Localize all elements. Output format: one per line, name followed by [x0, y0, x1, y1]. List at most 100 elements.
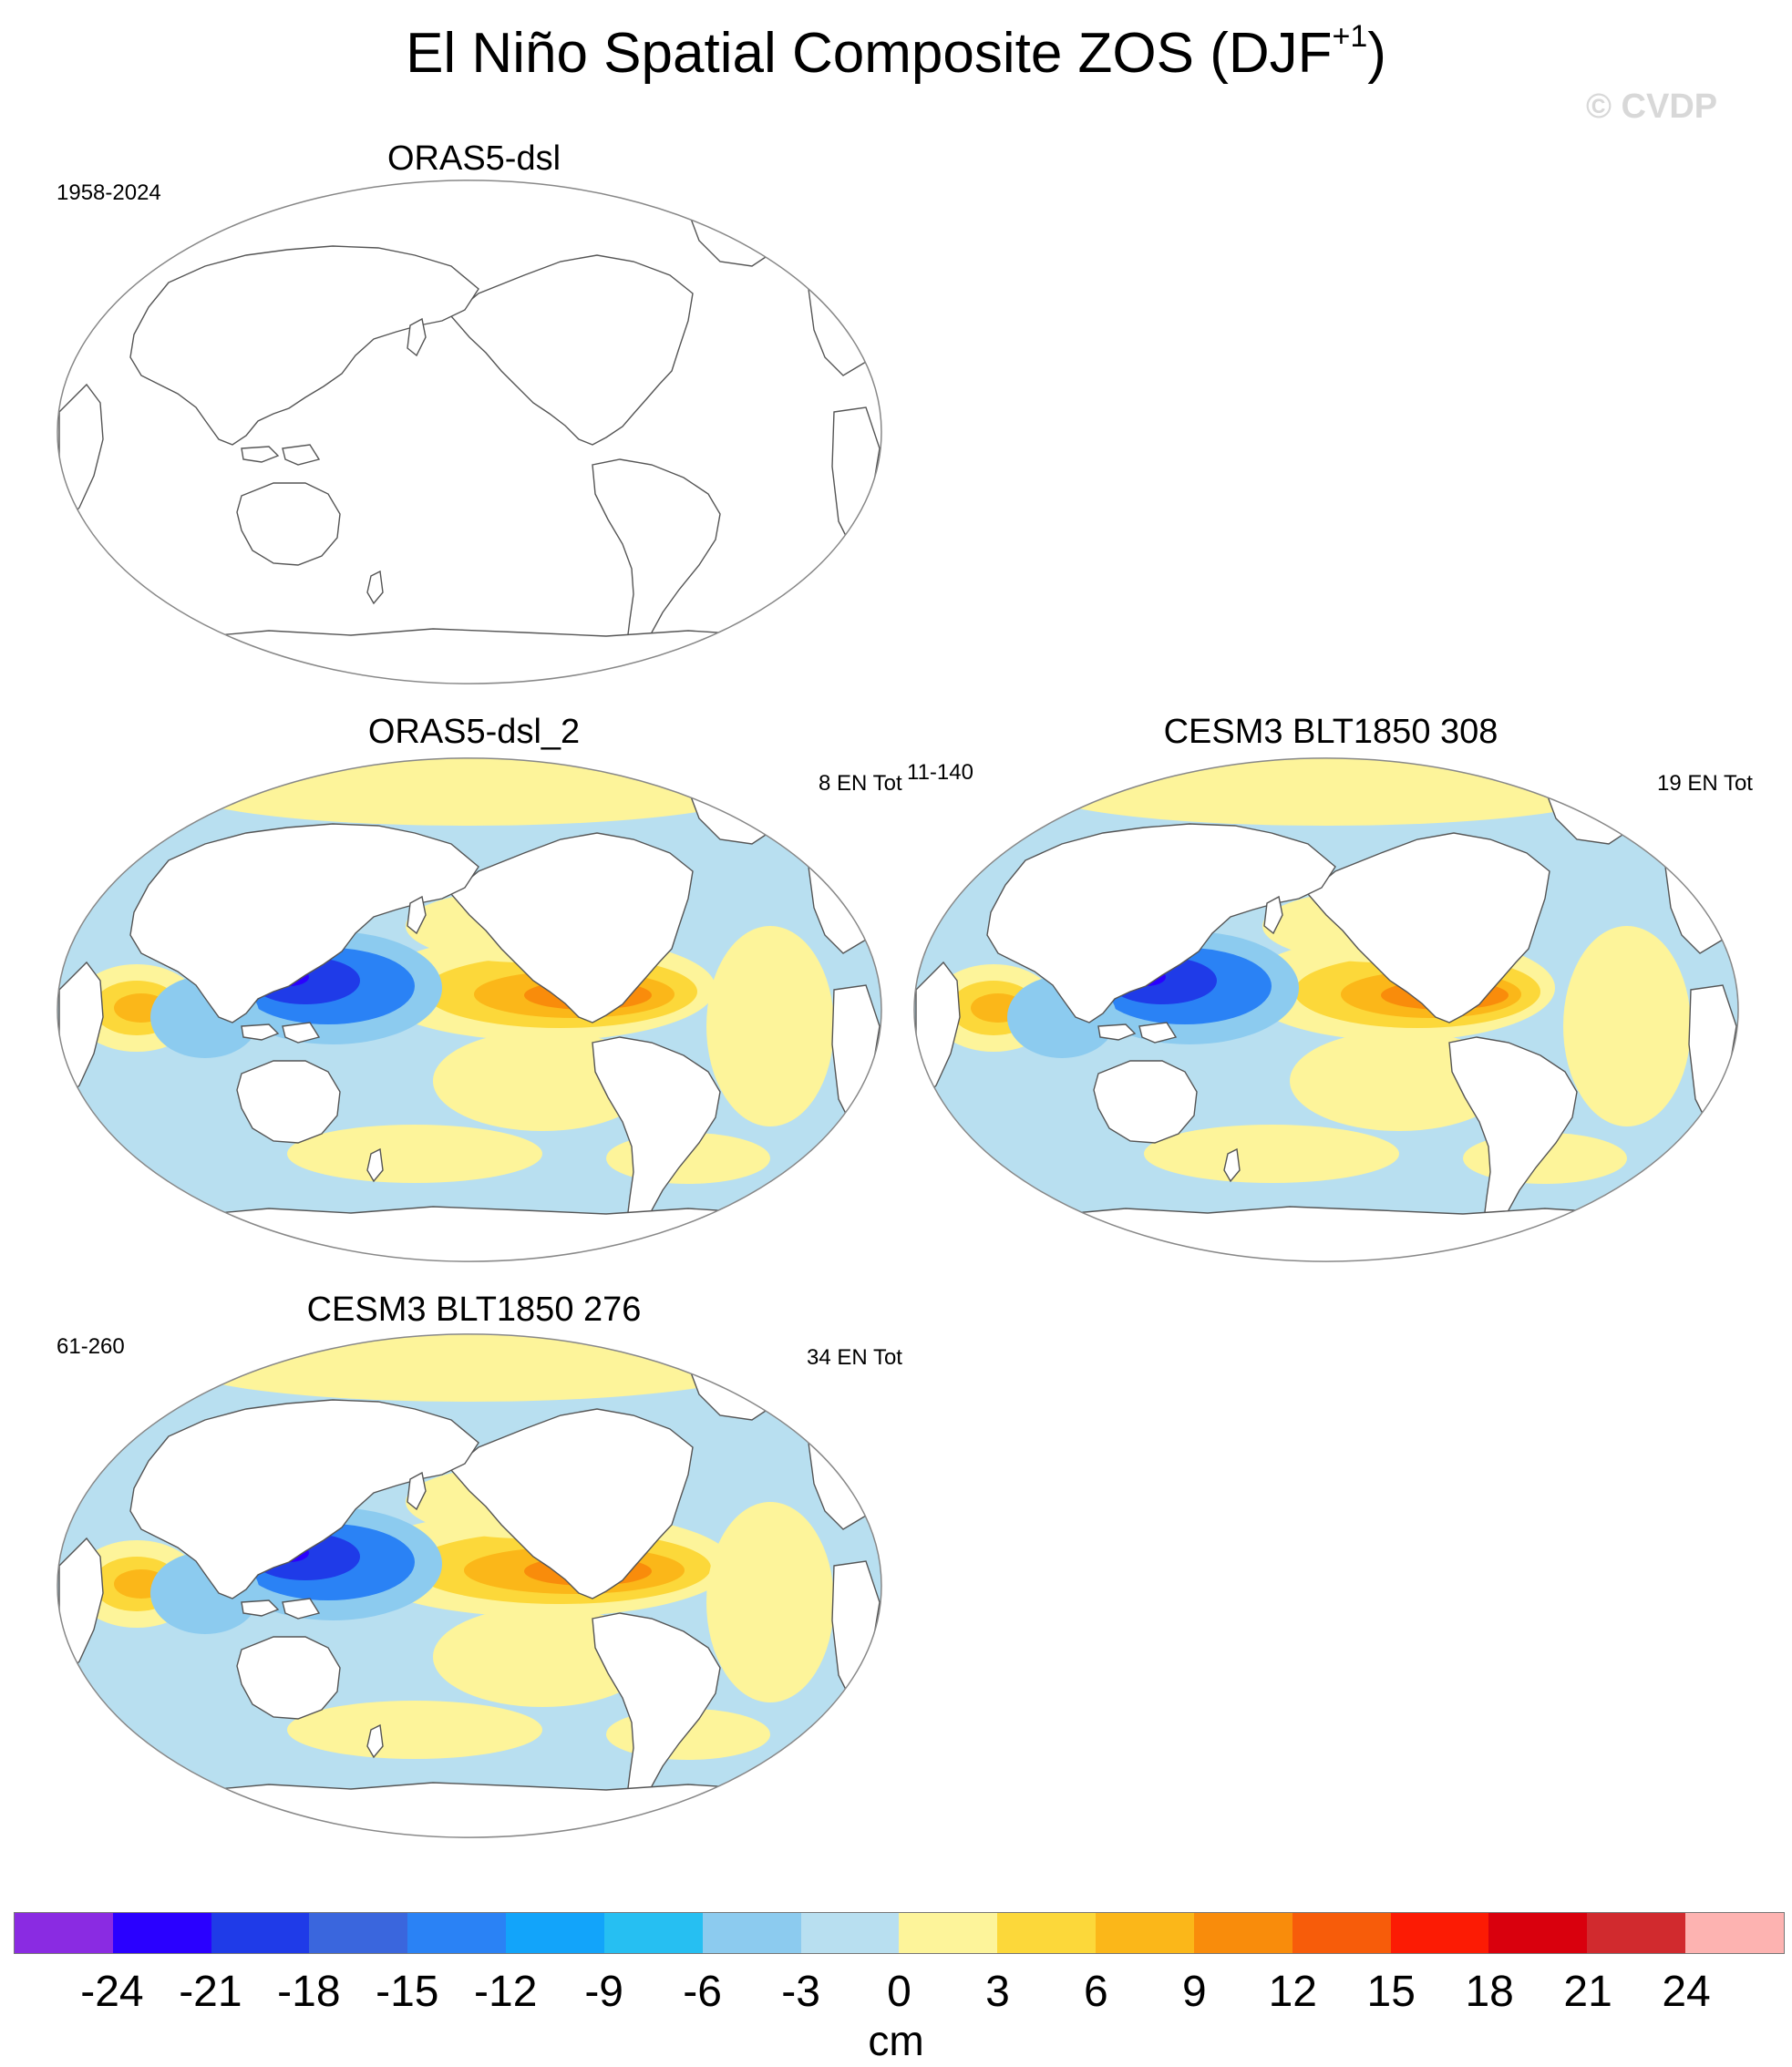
colorbar-tick-label: 15 — [1366, 1968, 1416, 2016]
colorbar-swatch — [1096, 1913, 1194, 1953]
anomaly-contour — [706, 926, 834, 1126]
land-australia — [236, 482, 341, 566]
land-asia — [129, 245, 479, 446]
anomaly-contour — [178, 758, 761, 826]
colorbar-swatch — [112, 1913, 211, 1953]
land-northAmerica — [450, 254, 694, 446]
panel-3-title: CESM3 BLT1850 308 — [1163, 713, 1498, 751]
land-antarctica — [1042, 1206, 1620, 1261]
colorbar-tick-label: 24 — [1662, 1968, 1711, 2016]
colorbar-swatch — [1587, 1913, 1686, 1953]
panel-4-title: CESM3 BLT1850 276 — [306, 1291, 642, 1329]
land-indonesia2 — [1138, 1022, 1178, 1044]
colorbar-tick-label: -12 — [474, 1968, 538, 2016]
colorbar-tick-label: -9 — [584, 1968, 623, 2016]
colorbar-swatch — [1488, 1913, 1588, 1953]
panel-4-left-note: 61-260 — [57, 1334, 125, 1359]
land-australia — [236, 1060, 341, 1144]
land-nz — [366, 570, 384, 605]
colorbar-unit-label: cm — [868, 2017, 924, 2064]
anomaly-contour — [287, 1125, 542, 1183]
panel-2-title: ORAS5-dsl_2 — [367, 713, 581, 751]
land-australia — [236, 1636, 341, 1720]
map-field — [57, 180, 881, 684]
colorbar-swatch — [1193, 1913, 1293, 1953]
anomaly-contour — [1035, 758, 1618, 826]
colorbar-swatch — [309, 1913, 408, 1953]
map-field — [57, 758, 881, 1261]
map-field — [57, 1334, 881, 1837]
colorbar-swatch — [407, 1913, 507, 1953]
colorbar-tick-label: 3 — [985, 1968, 1010, 2016]
anomaly-contour — [178, 1334, 761, 1402]
map-outline — [57, 180, 882, 684]
colorbar-tick-label: 6 — [1084, 1968, 1108, 2016]
colorbar-swatch — [1685, 1913, 1784, 1953]
colorbar-tick-label: 21 — [1563, 1968, 1612, 2016]
panel-3-right-note: 19 EN Tot — [1657, 771, 1753, 796]
panel-1-left-note: 1958-2024 — [57, 180, 161, 205]
colorbar-tick-label: 18 — [1465, 1968, 1514, 2016]
land-indonesia2 — [282, 1022, 321, 1044]
figure-title-superscript: +1 — [1332, 19, 1368, 55]
figure-title-text: El Niño Spatial Composite ZOS (DJF — [406, 22, 1333, 85]
panel-3-left-note: 11-140 — [907, 760, 973, 785]
anomaly-contour — [1144, 1125, 1399, 1183]
panel-2-map — [57, 757, 882, 1262]
colorbar-tick-label: 0 — [887, 1968, 911, 2016]
colorbar-swatch — [211, 1913, 310, 1953]
map-outline — [57, 757, 882, 1262]
colorbar-tick-label: 9 — [1181, 1968, 1207, 2016]
colorbar-tick-label: -21 — [179, 1968, 242, 2016]
figure-title-close: ) — [1367, 22, 1386, 85]
land-indonesia1 — [1097, 1023, 1137, 1041]
colorbar — [14, 1912, 1785, 1954]
panel-1-map — [57, 180, 882, 684]
map-outline — [57, 1333, 882, 1838]
land-japan — [407, 895, 427, 935]
land-indonesia1 — [241, 1023, 280, 1041]
figure-title: El Niño Spatial Composite ZOS (DJF+1) — [0, 21, 1792, 82]
anomaly-contour — [1563, 926, 1691, 1126]
colorbar-tick-label: -15 — [376, 1968, 439, 2016]
map-field — [914, 758, 1738, 1261]
colorbar-swatch — [800, 1913, 900, 1953]
colorbar-swatch — [603, 1913, 703, 1953]
colorbar-swatch — [899, 1913, 998, 1953]
panel-3-map — [913, 757, 1739, 1262]
land-asia — [129, 1399, 479, 1599]
copyright-watermark: © CVDP — [1586, 87, 1718, 126]
land-indonesia1 — [241, 1599, 280, 1617]
colorbar-swatch — [1292, 1913, 1391, 1953]
colorbar-tick-label: -18 — [277, 1968, 341, 2016]
land-asia — [986, 823, 1336, 1023]
colorbar-swatch — [1390, 1913, 1489, 1953]
panel-4-right-note: 34 EN Tot — [807, 1345, 902, 1370]
anomaly-contour — [287, 1701, 542, 1759]
colorbar-tick-label: -6 — [683, 1968, 722, 2016]
colorbar-tick-label: -24 — [80, 1968, 144, 2016]
panel-1-title: ORAS5-dsl — [386, 139, 561, 178]
colorbar-swatch — [702, 1913, 801, 1953]
land-japan — [407, 317, 427, 357]
panel-4-map — [57, 1333, 882, 1838]
colorbar-swatch — [997, 1913, 1097, 1953]
land-australia — [1093, 1060, 1198, 1144]
land-nz — [366, 1723, 384, 1759]
colorbar-tick-label: -3 — [781, 1968, 820, 2016]
land-indonesia1 — [241, 446, 280, 463]
panel-2-right-note: 8 EN Tot — [819, 771, 902, 796]
land-asia — [129, 823, 479, 1023]
anomaly-contour — [706, 1502, 834, 1702]
land-northAmerica — [450, 832, 694, 1023]
land-japan — [407, 1471, 427, 1511]
land-nz — [366, 1147, 384, 1183]
land-antarctica — [185, 628, 763, 684]
land-antarctica — [185, 1782, 763, 1837]
colorbar-swatch — [506, 1913, 604, 1953]
land-nz — [1223, 1147, 1241, 1183]
land-indonesia2 — [282, 1598, 321, 1620]
colorbar-swatch — [15, 1913, 113, 1953]
land-northAmerica — [1307, 832, 1550, 1023]
land-antarctica — [185, 1206, 763, 1261]
